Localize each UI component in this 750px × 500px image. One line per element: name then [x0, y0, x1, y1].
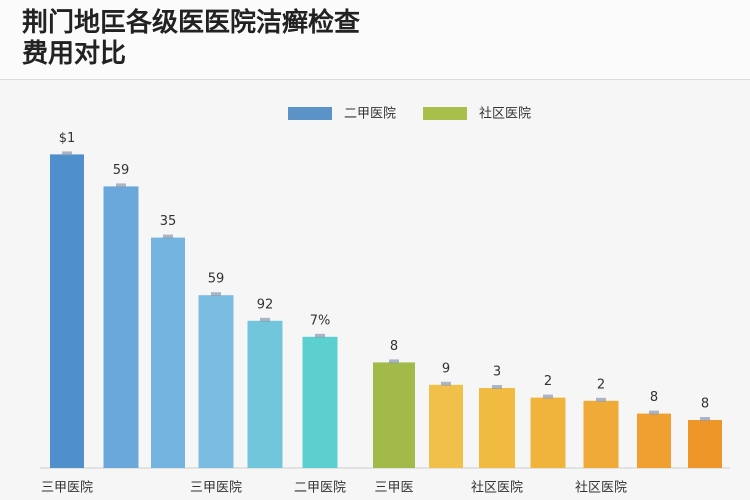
bar-cap: [700, 417, 710, 421]
bar: [479, 388, 515, 468]
bar: [302, 336, 338, 468]
value-label: 3: [493, 365, 501, 380]
bar-cap: [649, 410, 659, 415]
bar-cap: [62, 151, 72, 156]
bar: [373, 362, 415, 468]
legend-label: 二甲医院: [344, 107, 396, 122]
value-label: 8: [390, 339, 398, 354]
legend-label: 社区医院: [479, 106, 531, 122]
bar-cap: [596, 397, 606, 402]
bar: [198, 295, 234, 468]
bar-cap: [441, 381, 451, 386]
x-tick-label: 三甲医院: [41, 481, 93, 496]
value-label: 8: [701, 397, 709, 412]
legend-swatch: [288, 107, 332, 120]
x-tick-label: 三甲医: [374, 481, 413, 496]
header: 荆门地匞各级医医院洁癣检查费用对比: [0, 0, 750, 80]
bar: [247, 320, 283, 468]
chart-title: 荆门地匞各级医医院洁癣检查费用对比: [22, 8, 361, 69]
bar: [530, 397, 566, 468]
value-label: 9: [442, 361, 450, 376]
x-tick-label: 二甲医院: [294, 481, 346, 496]
bar-cap: [211, 292, 221, 297]
bar: [583, 400, 619, 468]
x-tick-label: 社区医院: [471, 480, 523, 496]
bar: [637, 413, 671, 468]
value-label: 2: [597, 377, 605, 392]
bar-cap: [260, 317, 270, 322]
bar-cap: [492, 385, 502, 389]
value-label: 35: [160, 214, 177, 229]
bar-cap: [116, 183, 126, 188]
bar-cap: [315, 333, 325, 338]
bar: [429, 384, 463, 468]
value-label: 7%: [310, 313, 331, 328]
bar: [103, 186, 139, 468]
bar-cap: [543, 394, 553, 399]
value-label: 59: [208, 272, 225, 287]
value-label: $1: [59, 131, 76, 146]
value-label: 8: [650, 390, 658, 405]
legend-swatch: [423, 107, 467, 120]
bar-cap: [389, 359, 399, 364]
x-tick-label: 三甲医院: [190, 481, 242, 496]
value-label: 2: [544, 374, 552, 389]
x-tick-label: 社区医院: [575, 480, 627, 496]
value-label: 92: [257, 297, 274, 312]
bar: [50, 154, 84, 468]
bar-cap: [163, 234, 173, 239]
value-label: 59: [113, 163, 130, 178]
bar: [151, 237, 185, 468]
bar: [688, 420, 722, 468]
